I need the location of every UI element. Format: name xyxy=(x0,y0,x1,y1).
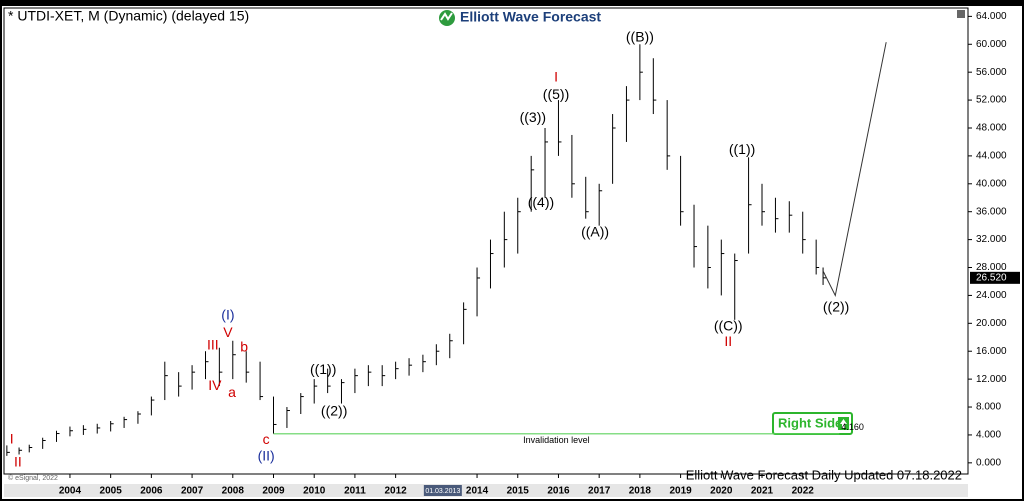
x-tick-label: 2012 xyxy=(385,486,408,497)
wave-label: ((C)) xyxy=(714,318,743,334)
x-tick-label: 2011 xyxy=(344,486,366,497)
x-tick-label: 2014 xyxy=(466,486,489,497)
y-tick-label: 40.000 xyxy=(976,178,1007,189)
y-tick-label: 24.000 xyxy=(976,290,1007,301)
wave-label: II xyxy=(724,333,732,349)
wave-label: V xyxy=(223,324,233,340)
wave-label: c xyxy=(263,431,270,447)
y-tick-label: 0.000 xyxy=(976,457,1001,468)
y-tick-label: 44.000 xyxy=(976,151,1007,162)
y-tick-label: 56.000 xyxy=(976,67,1007,78)
badge-text: Right Side xyxy=(778,415,842,430)
y-tick-label: 8.000 xyxy=(976,402,1001,413)
y-tick-label: 28.000 xyxy=(976,262,1007,273)
cursor-label-box xyxy=(423,485,462,496)
logo: Elliott Wave Forecast xyxy=(439,9,601,26)
wave-label: ((B)) xyxy=(626,29,654,45)
wave-label: ((4)) xyxy=(528,194,554,210)
wave-label: (II) xyxy=(258,447,275,463)
x-tick-label: 2009 xyxy=(262,486,285,497)
x-tick-label: 2005 xyxy=(100,486,123,497)
badge-arrow xyxy=(840,419,847,428)
footer: Elliott Wave Forecast Daily Updated 07.1… xyxy=(686,467,962,482)
invalidation-text: Invalidation level xyxy=(523,435,590,445)
x-tick-label: 2022 xyxy=(792,486,815,497)
plot-frame xyxy=(3,7,969,475)
wave-label: ((1)) xyxy=(729,141,755,157)
wave-label: III xyxy=(207,336,219,352)
y-tick-label: 4.000 xyxy=(976,430,1001,441)
badge: Right Side xyxy=(772,412,853,435)
x-tick-label: 2010 xyxy=(303,486,326,497)
window-icon xyxy=(957,10,965,18)
chart-title: * UTDI-XET, M (Dynamic) (delayed 15) xyxy=(8,8,249,24)
x-axis-strip xyxy=(4,484,968,497)
wave-label: a xyxy=(228,384,236,400)
x-tick-label: 2017 xyxy=(588,486,611,497)
wave-label: ((1)) xyxy=(310,361,336,377)
x-tick-label: 2019 xyxy=(669,486,692,497)
projection-line xyxy=(822,42,887,297)
y-tick-label: 48.000 xyxy=(976,123,1007,134)
x-tick-label: 2018 xyxy=(629,486,652,497)
x-tick-label: 2008 xyxy=(222,486,245,497)
chart-background xyxy=(2,6,1022,499)
y-tick-label: 12.000 xyxy=(976,374,1007,385)
wave-label: (I) xyxy=(221,306,234,322)
wave-label: ((A)) xyxy=(581,223,609,239)
x-tick-label: 2020 xyxy=(710,486,733,497)
last-price-label: 26.520 xyxy=(976,272,1007,283)
y-tick-label: 64.000 xyxy=(976,11,1007,22)
y-tick-label: 20.000 xyxy=(976,318,1007,329)
wave-label: I xyxy=(554,68,558,84)
last-price-box xyxy=(970,271,1020,284)
wave-label: ((5)) xyxy=(543,86,569,102)
x-tick-label: 2015 xyxy=(507,486,530,497)
cursor-label: 01.03.2013 xyxy=(425,488,460,495)
x-tick-label: 2007 xyxy=(181,486,204,497)
wave-label: ((2)) xyxy=(321,403,347,419)
wave-label: ((3)) xyxy=(520,109,546,125)
y-tick-label: 52.000 xyxy=(976,95,1007,106)
y-tick-label: 60.000 xyxy=(976,39,1007,50)
x-tick-label: 2016 xyxy=(547,486,570,497)
logo-text: Elliott Wave Forecast xyxy=(460,9,601,25)
y-tick-label: 32.000 xyxy=(976,234,1007,245)
x-tick-label: 2021 xyxy=(751,486,774,497)
y-tick-label: 36.000 xyxy=(976,206,1007,217)
invalidation-value: 4.160 xyxy=(841,422,864,432)
wave-label: II xyxy=(14,454,22,470)
wave-label: I xyxy=(10,431,14,447)
copyright: © eSignal, 2022 xyxy=(8,474,58,482)
x-tick-label: 2004 xyxy=(59,486,82,497)
y-tick-label: 16.000 xyxy=(976,346,1007,357)
wave-label: IV xyxy=(208,377,222,393)
wave-label: ((2)) xyxy=(823,299,849,315)
logo-wave xyxy=(440,12,453,21)
wave-label: b xyxy=(240,338,248,354)
x-tick-label: 2006 xyxy=(140,486,163,497)
